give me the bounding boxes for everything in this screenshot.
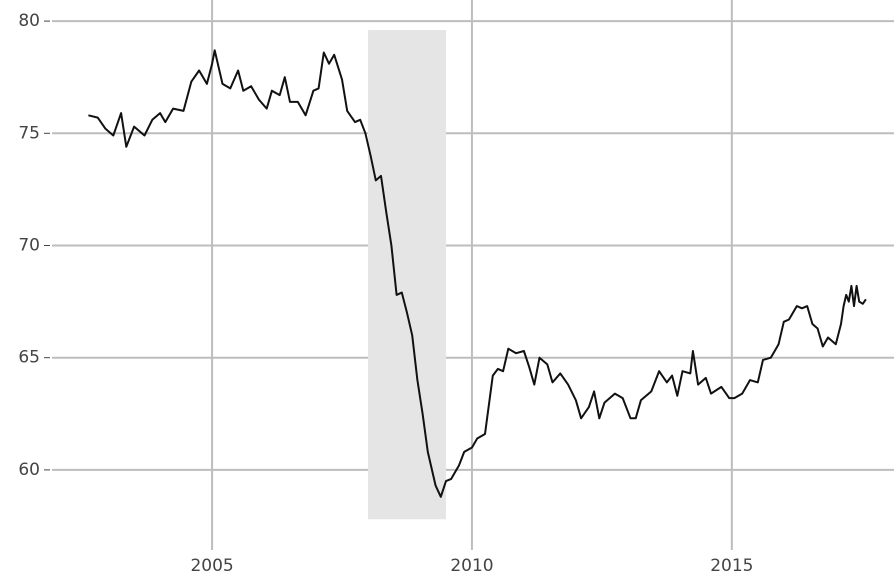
x-tick-label: 2005 — [190, 556, 233, 576]
y-tick-label: 80 — [18, 11, 40, 31]
x-tick-label: 2010 — [450, 556, 493, 576]
y-tick-label: 70 — [18, 235, 40, 255]
x-tick-label: 2015 — [710, 556, 753, 576]
y-tick-label: 60 — [18, 460, 40, 480]
y-tick-label: 65 — [18, 348, 40, 368]
shaded-period — [368, 30, 446, 520]
y-tick-label: 75 — [18, 123, 40, 143]
data-line — [88, 49, 867, 498]
